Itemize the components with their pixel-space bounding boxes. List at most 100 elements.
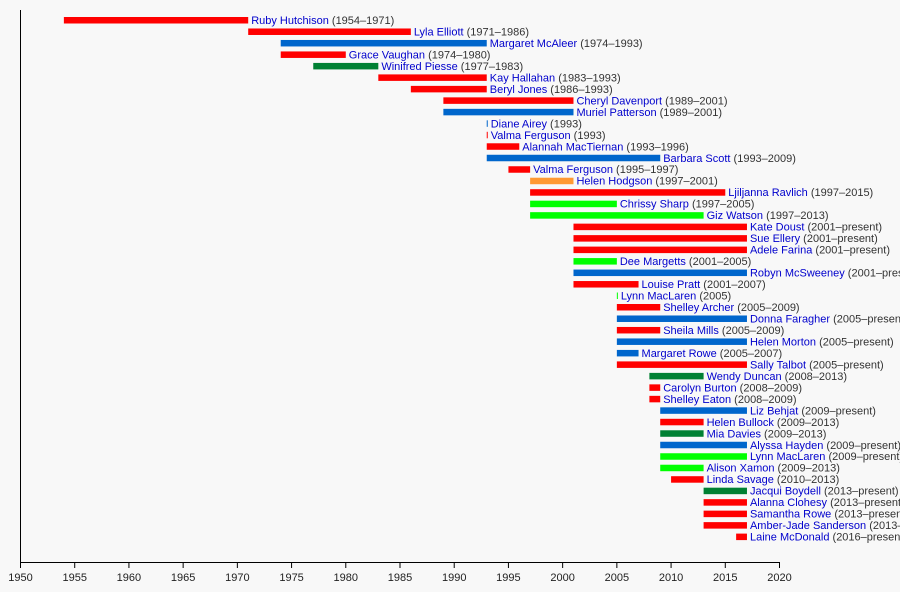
member-name-link[interactable]: Mia Davies: [707, 428, 762, 440]
timeline-row: Shelley Eaton (2008–2009): [649, 394, 797, 406]
term-bar: [378, 74, 487, 81]
member-name-link[interactable]: Lynn MacLaren: [750, 451, 825, 463]
timeline-row: Helen Bullock (2009–2013): [660, 417, 839, 429]
x-tick-label: 1990: [442, 572, 466, 584]
row-label: Diane Airey (1993): [491, 118, 582, 130]
member-name-link[interactable]: Kay Hallahan: [490, 72, 555, 84]
term-years: (1974–1980): [425, 49, 490, 61]
x-tick-label: 2005: [605, 572, 629, 584]
term-years: (2008–2013): [782, 371, 847, 383]
term-bar: [530, 177, 574, 185]
row-label: Barbara Scott (1993–2009): [663, 153, 796, 165]
row-label: Ljiljanna Ravlich (1997–2015): [728, 187, 873, 199]
member-name-link[interactable]: Ljiljanna Ravlich: [728, 187, 808, 199]
member-name-link[interactable]: Laine McDonald: [750, 532, 830, 544]
term-years: (1954–1971): [329, 15, 394, 27]
term-years: (2001–2005): [686, 256, 751, 268]
timeline-row: Alyssa Hayden (2009–present): [660, 440, 900, 452]
timeline-row: Samantha Rowe (2013–present): [703, 509, 900, 521]
member-name-link[interactable]: Amber-Jade Sanderson: [750, 520, 866, 532]
row-label: Wendy Duncan (2008–2013): [707, 371, 847, 383]
term-years: (2009–present): [798, 405, 876, 417]
member-name-link[interactable]: Linda Savage: [707, 474, 774, 486]
member-name-link[interactable]: Shelley Eaton: [663, 394, 731, 406]
member-name-link[interactable]: Helen Bullock: [707, 417, 775, 429]
term-bar: [280, 51, 346, 58]
member-name-link[interactable]: Margaret Rowe: [642, 348, 717, 360]
timeline-row: Lynn MacLaren (2005): [616, 291, 731, 303]
member-name-link[interactable]: Louise Pratt: [642, 279, 701, 291]
term-years: (2005–present): [806, 359, 884, 371]
member-name-link[interactable]: Grace Vaughan: [349, 49, 425, 61]
member-name-link[interactable]: Barbara Scott: [663, 153, 730, 165]
x-tick-label: 1960: [117, 572, 141, 584]
timeline-row: Grace Vaughan (1974–1980): [280, 49, 490, 61]
x-tick-label: 2010: [659, 572, 683, 584]
row-label: Donna Faragher (2005–present): [750, 313, 900, 325]
term-years: (2013–present): [821, 486, 899, 498]
member-name-link[interactable]: Helen Morton: [750, 336, 816, 348]
x-tick-label: 1985: [388, 572, 412, 584]
member-name-link[interactable]: Ruby Hutchison: [251, 15, 329, 27]
member-name-link[interactable]: Jacqui Boydell: [750, 486, 821, 498]
term-years: (1989–2001): [662, 95, 727, 107]
timeline-row: Sheila Mills (2005–2009): [616, 325, 784, 337]
member-name-link[interactable]: Sheila Mills: [663, 325, 719, 337]
member-name-link[interactable]: Robyn McSweeney: [750, 268, 845, 280]
x-tick-label: 1970: [225, 572, 249, 584]
term-years: (2005–present): [830, 313, 900, 325]
x-tick-label: 2000: [550, 572, 574, 584]
member-name-link[interactable]: Sue Ellery: [750, 233, 801, 245]
timeline-row: Helen Morton (2005–present): [616, 336, 894, 348]
member-name-link[interactable]: Valma Ferguson: [491, 130, 571, 142]
row-label: Lyla Elliott (1971–1986): [414, 26, 529, 38]
member-name-link[interactable]: Alison Xamon: [707, 463, 775, 475]
term-years: (2008–2009): [737, 382, 802, 394]
timeline-row: Carolyn Burton (2008–2009): [649, 382, 802, 394]
term-years: (2005–2009): [734, 302, 799, 314]
row-label: Chrissy Sharp (1997–2005): [620, 199, 755, 211]
row-label: Jacqui Boydell (2013–present): [750, 486, 899, 498]
member-name-link[interactable]: Shelley Archer: [663, 302, 734, 314]
member-name-link[interactable]: Beryl Jones: [490, 84, 548, 96]
member-name-link[interactable]: Cheryl Davenport: [576, 95, 662, 107]
member-name-link[interactable]: Sally Talbot: [750, 359, 806, 371]
member-name-link[interactable]: Margaret McAleer: [490, 38, 578, 50]
term-bar: [410, 85, 487, 93]
member-name-link[interactable]: Wendy Duncan: [707, 371, 782, 383]
member-name-link[interactable]: Alannah MacTiernan: [522, 141, 623, 153]
member-name-link[interactable]: Lynn MacLaren: [621, 291, 696, 303]
term-bar: [573, 269, 747, 277]
member-name-link[interactable]: Liz Behjat: [750, 405, 798, 417]
member-name-link[interactable]: Valma Ferguson: [533, 164, 613, 176]
term-years: (1995–1997): [613, 164, 678, 176]
timeline-row: Valma Ferguson (1995–1997): [508, 164, 678, 176]
member-name-link[interactable]: Dee Margetts: [620, 256, 687, 268]
member-name-link[interactable]: Diane Airey: [491, 118, 548, 130]
term-bar: [530, 189, 726, 196]
member-name-link[interactable]: Donna Faragher: [750, 313, 830, 325]
member-name-link[interactable]: Winifred Piesse: [381, 61, 457, 73]
member-name-link[interactable]: Adele Farina: [750, 245, 813, 257]
term-years: (1977–1983): [458, 61, 523, 73]
member-name-link[interactable]: Helen Hodgson: [576, 176, 652, 188]
timeline-row: Valma Ferguson (1993): [486, 130, 606, 142]
member-name-link[interactable]: Samantha Rowe: [750, 509, 831, 521]
member-name-link[interactable]: Lyla Elliott: [414, 26, 464, 38]
row-label: Valma Ferguson (1993): [491, 130, 606, 142]
timeline-row: Alannah MacTiernan (1993–1996): [486, 141, 689, 153]
member-name-link[interactable]: Carolyn Burton: [663, 382, 736, 394]
member-name-link[interactable]: Muriel Patterson: [576, 107, 656, 119]
timeline-row: Dee Margetts (2001–2005): [573, 256, 751, 268]
timeline-row: Robyn McSweeney (2001–present): [573, 268, 900, 280]
member-name-link[interactable]: Kate Doust: [750, 222, 804, 234]
row-label: Helen Bullock (2009–2013): [707, 417, 840, 429]
member-name-link[interactable]: Giz Watson: [707, 210, 763, 222]
member-name-link[interactable]: Alanna Clohesy: [750, 497, 828, 509]
x-tick-label: 2015: [713, 572, 737, 584]
member-name-link[interactable]: Alyssa Hayden: [750, 440, 823, 452]
row-label: Cheryl Davenport (1989–2001): [576, 95, 727, 107]
member-name-link[interactable]: Chrissy Sharp: [620, 199, 689, 211]
term-years: (2005–present): [816, 336, 894, 348]
row-label: Sheila Mills (2005–2009): [663, 325, 784, 337]
